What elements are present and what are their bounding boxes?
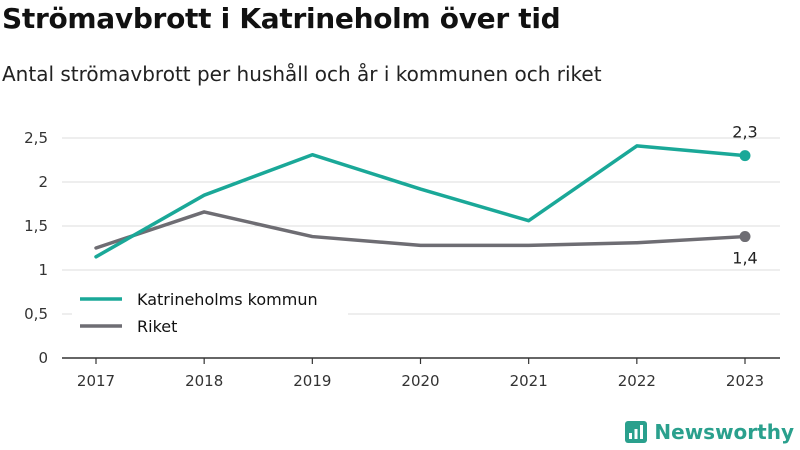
data-label-katrineholm: 2,3 (732, 123, 757, 142)
x-tick-label: 2020 (401, 372, 439, 390)
y-tick-label: 1,5 (24, 217, 48, 235)
x-tick-label: 2018 (185, 372, 223, 390)
series-line-riket (94, 210, 747, 250)
y-tick-label: 1 (38, 261, 48, 279)
chart-subtitle: Antal strömavbrott per hushåll och år i … (2, 62, 602, 86)
y-tick-label: 2 (38, 173, 48, 191)
series-end-point (739, 231, 751, 243)
series-line-katrineholm (94, 144, 747, 259)
x-tick-label: 2021 (510, 372, 548, 390)
legend: Katrineholms kommun Riket (72, 286, 348, 342)
data-labels: 2,3 1,4 (732, 123, 757, 268)
x-tick-label: 2019 (293, 372, 331, 390)
newsworthy-logo-icon (625, 421, 648, 443)
legend-label: Riket (137, 317, 177, 336)
data-label-riket: 1,4 (732, 249, 757, 268)
brand-name: Newsworthy (654, 420, 794, 444)
legend-label: Katrineholms kommun (137, 290, 318, 309)
y-tick-label: 0,5 (24, 305, 48, 323)
x-axis-ticks: 2017 2018 2019 2020 2021 2022 2023 (77, 358, 764, 390)
chart-title: Strömavbrott i Katrineholm över tid (2, 2, 561, 35)
series-end-point (739, 150, 751, 162)
y-tick-label: 2,5 (24, 129, 48, 147)
x-tick-label: 2023 (726, 372, 764, 390)
legend-background (72, 286, 348, 342)
x-tick-label: 2017 (77, 372, 115, 390)
y-tick-label: 0 (38, 349, 48, 367)
y-axis-ticks: 0 0,5 1 1,5 2 2,5 (24, 129, 48, 367)
newsworthy-logo: Newsworthy (624, 420, 794, 444)
x-tick-label: 2022 (618, 372, 656, 390)
series-lines (94, 144, 751, 259)
